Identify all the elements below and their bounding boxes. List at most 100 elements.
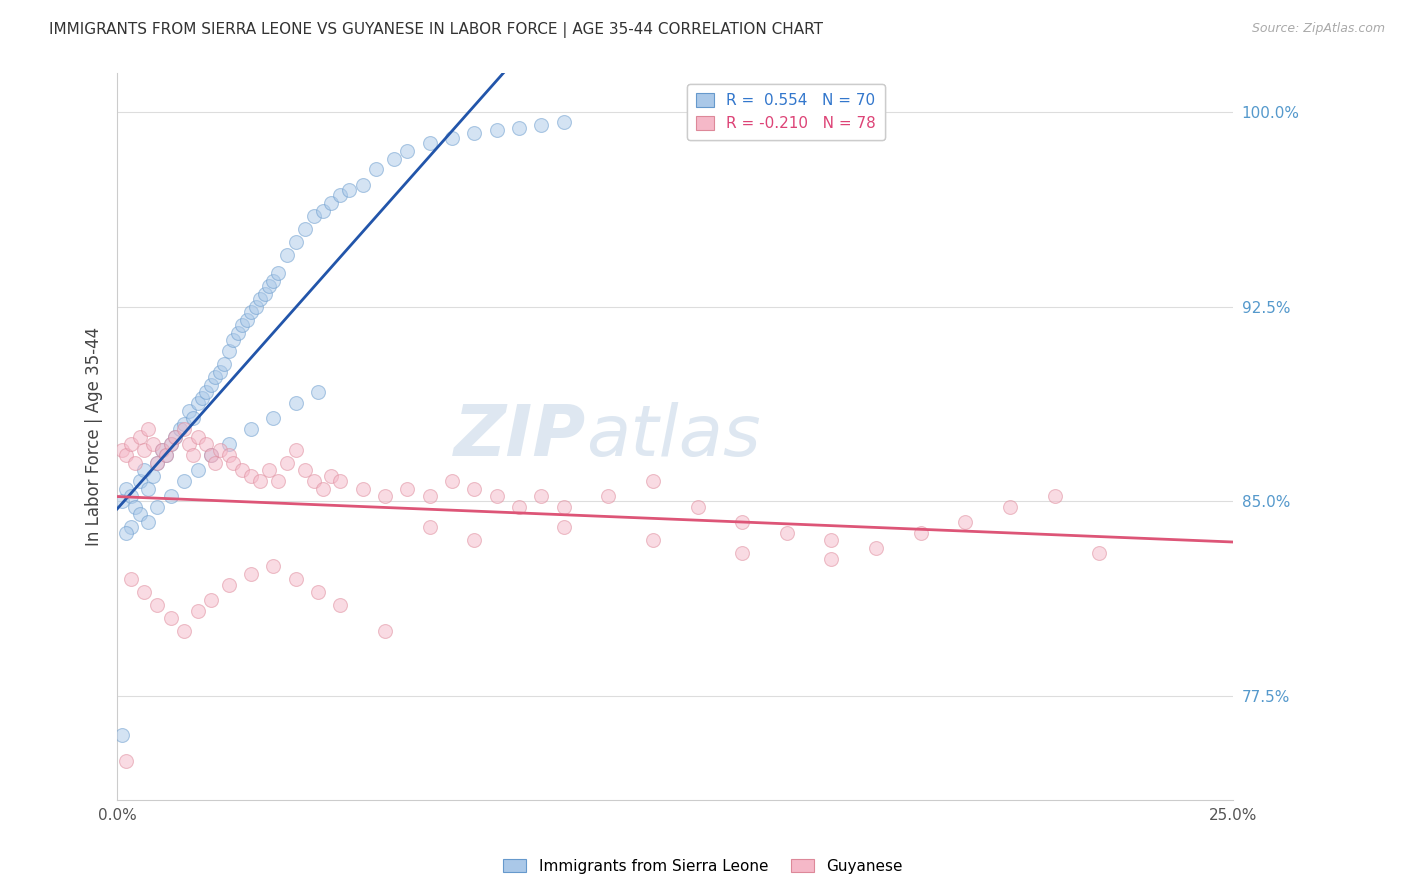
Point [181, 411, 204, 425]
Point [508, 500, 530, 514]
Point [240, 305, 263, 319]
Point [419, 136, 441, 150]
Point [214, 357, 236, 371]
Point [138, 515, 160, 529]
Point [641, 474, 664, 488]
Point [120, 489, 142, 503]
Point [159, 437, 181, 451]
Point [208, 442, 231, 457]
Point [240, 567, 263, 582]
Point [165, 429, 187, 443]
Point [276, 248, 298, 262]
Point [553, 520, 575, 534]
Point [218, 448, 240, 462]
Point [382, 152, 405, 166]
Y-axis label: In Labor Force | Age 35-44: In Labor Force | Age 35-44 [86, 327, 103, 546]
Point [177, 437, 200, 451]
Point [200, 377, 222, 392]
Point [374, 489, 396, 503]
Point [321, 468, 343, 483]
Point [200, 593, 222, 607]
Point [231, 463, 253, 477]
Point [820, 533, 842, 548]
Point [187, 463, 209, 477]
Point [138, 482, 160, 496]
Point [374, 624, 396, 639]
Point [396, 482, 419, 496]
Point [553, 115, 575, 129]
Point [150, 442, 173, 457]
Point [307, 385, 329, 400]
Point [128, 429, 150, 443]
Point [240, 468, 263, 483]
Point [731, 546, 754, 560]
Point [146, 456, 169, 470]
Point [910, 525, 932, 540]
Point [115, 754, 138, 768]
Point [284, 235, 307, 249]
Point [284, 442, 307, 457]
Point [321, 195, 343, 210]
Point [218, 577, 240, 591]
Point [173, 417, 195, 431]
Point [262, 274, 284, 288]
Point [177, 403, 200, 417]
Point [226, 326, 249, 340]
Point [115, 482, 138, 496]
Point [138, 422, 160, 436]
Point [998, 500, 1021, 514]
Point [337, 183, 360, 197]
Point [173, 624, 195, 639]
Point [262, 411, 284, 425]
Point [222, 334, 245, 348]
Text: Source: ZipAtlas.com: Source: ZipAtlas.com [1251, 22, 1385, 36]
Point [208, 365, 231, 379]
Point [132, 463, 155, 477]
Point [302, 474, 325, 488]
Point [218, 343, 240, 358]
Point [120, 520, 142, 534]
Point [485, 489, 508, 503]
Point [731, 515, 754, 529]
Point [191, 391, 214, 405]
Point [294, 222, 316, 236]
Point [200, 448, 222, 462]
Point [204, 369, 226, 384]
Point [150, 442, 173, 457]
Point [257, 463, 280, 477]
Point [195, 437, 218, 451]
Point [120, 573, 142, 587]
Point [267, 474, 290, 488]
Point [294, 463, 316, 477]
Point [169, 422, 191, 436]
Point [352, 178, 374, 192]
Point [200, 448, 222, 462]
Point [820, 551, 842, 566]
Point [508, 120, 530, 135]
Point [249, 292, 271, 306]
Point [142, 468, 165, 483]
Point [1043, 489, 1066, 503]
Point [128, 474, 150, 488]
Point [146, 599, 169, 613]
Point [173, 474, 195, 488]
Point [111, 442, 134, 457]
Point [132, 442, 155, 457]
Point [686, 500, 709, 514]
Point [440, 474, 463, 488]
Point [195, 385, 218, 400]
Point [235, 312, 257, 326]
Text: IMMIGRANTS FROM SIERRA LEONE VS GUYANESE IN LABOR FORCE | AGE 35-44 CORRELATION : IMMIGRANTS FROM SIERRA LEONE VS GUYANESE… [49, 22, 823, 38]
Point [187, 603, 209, 617]
Point [111, 494, 134, 508]
Point [366, 162, 388, 177]
Point [865, 541, 887, 556]
Point [257, 279, 280, 293]
Point [553, 500, 575, 514]
Point [485, 123, 508, 137]
Point [187, 396, 209, 410]
Point [329, 599, 352, 613]
Point [311, 482, 333, 496]
Point [146, 500, 169, 514]
Point [329, 474, 352, 488]
